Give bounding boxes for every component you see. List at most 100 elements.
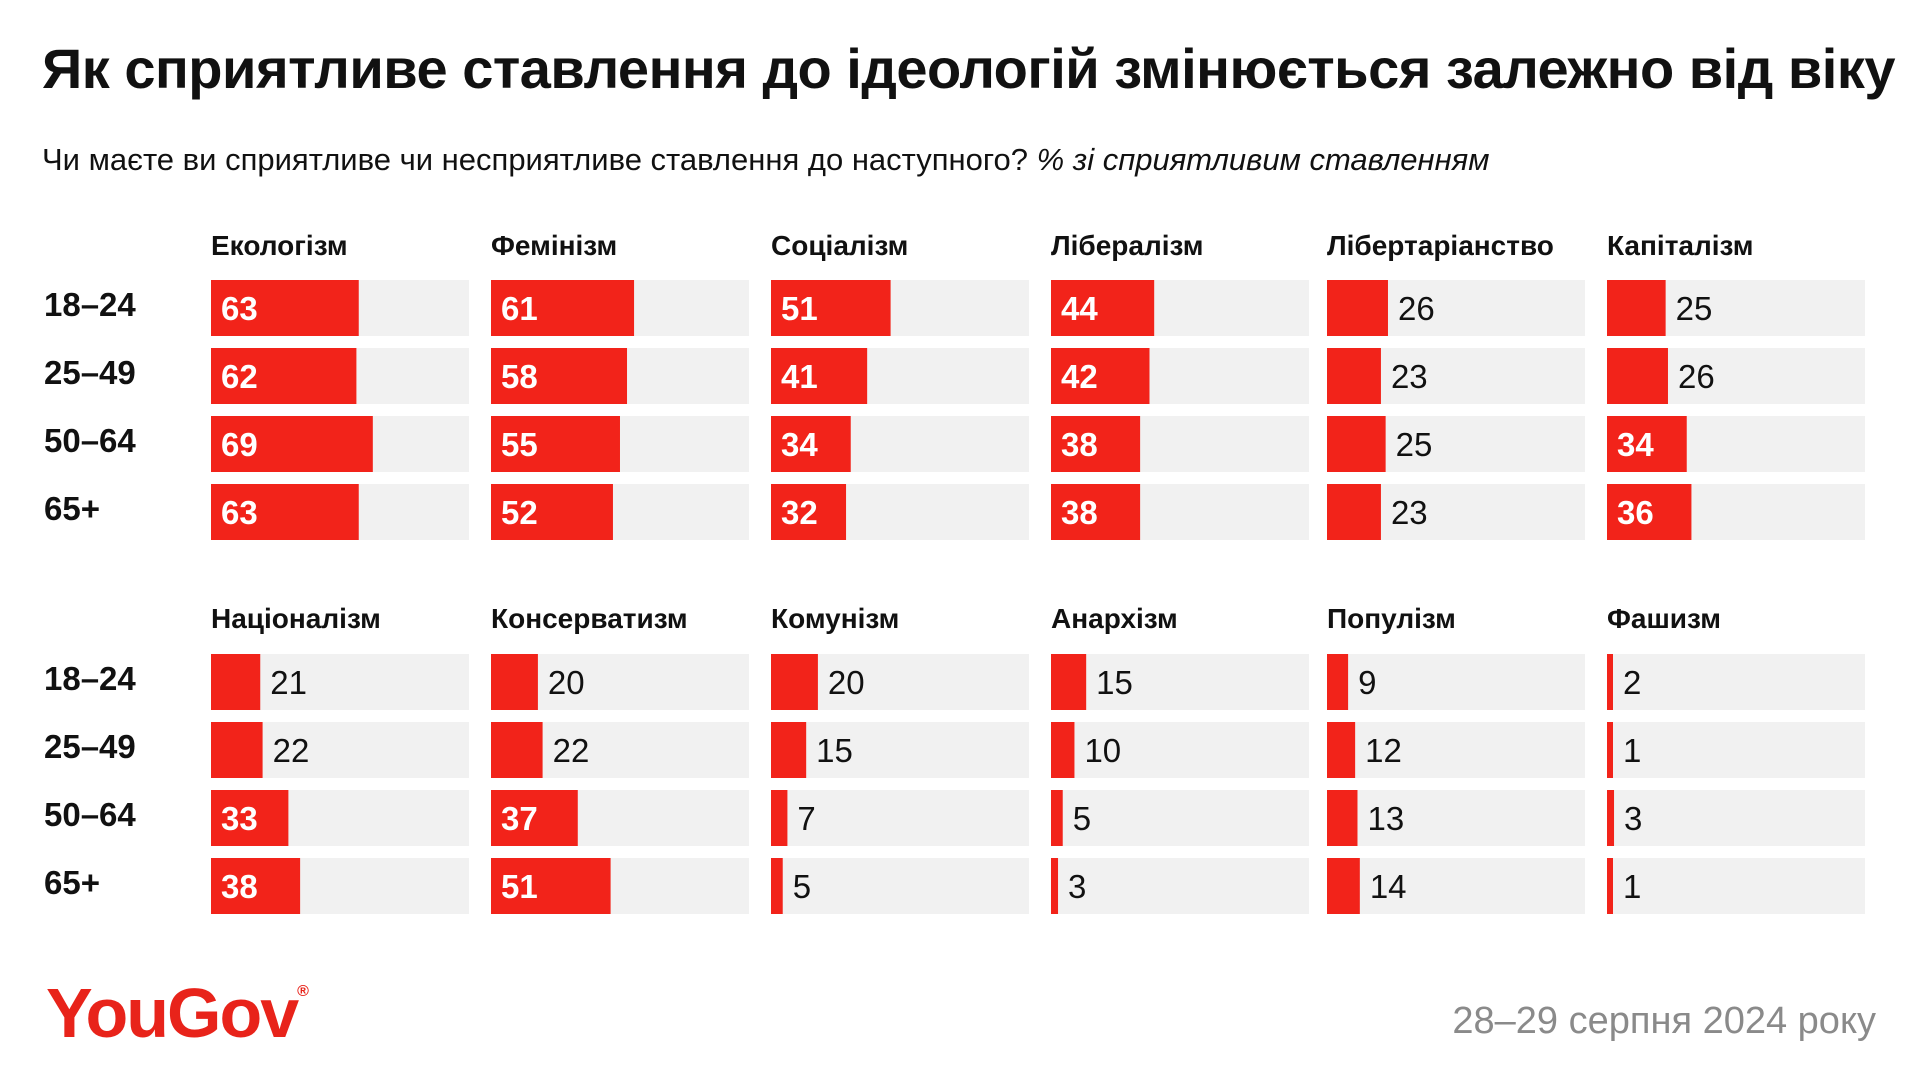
bar — [771, 654, 818, 710]
data-label: 38 — [1061, 426, 1098, 463]
panel-title: Лібералізм — [1051, 230, 1203, 261]
bar-track — [1327, 722, 1585, 778]
data-label: 32 — [781, 494, 818, 531]
data-label: 42 — [1061, 358, 1098, 395]
subtitle-question: Чи маєте ви сприятливе чи несприятливе с… — [42, 142, 1028, 177]
bar-track — [1051, 722, 1309, 778]
chart-title: Як сприятливе ставлення до ідеологій змі… — [42, 37, 1896, 100]
data-label: 41 — [781, 358, 818, 395]
panel-title: Популізм — [1327, 603, 1456, 634]
bar — [1051, 790, 1063, 846]
data-label: 34 — [781, 426, 818, 463]
bar-track — [1051, 858, 1309, 914]
bar-track — [1607, 858, 1865, 914]
bar-track — [1607, 722, 1865, 778]
data-label: 38 — [221, 868, 258, 905]
bar — [771, 416, 851, 472]
bar-track — [1327, 654, 1585, 710]
age-group-label: 18–24 — [44, 660, 136, 697]
data-label: 1 — [1623, 732, 1641, 769]
bar — [491, 280, 635, 336]
yougov-logo: YouGov® — [46, 978, 309, 1048]
bar — [1607, 858, 1613, 914]
data-label: 25 — [1676, 290, 1713, 327]
bar — [771, 790, 788, 846]
bar-track — [771, 858, 1029, 914]
bar — [491, 654, 538, 710]
bar — [1607, 484, 1692, 540]
bar — [1051, 722, 1075, 778]
panel-title: Комунізм — [771, 603, 899, 634]
data-label: 14 — [1370, 868, 1407, 905]
data-label: 62 — [221, 358, 258, 395]
bar — [1051, 484, 1141, 540]
data-label: 26 — [1678, 358, 1715, 395]
data-label: 10 — [1084, 732, 1121, 769]
data-label: 23 — [1391, 358, 1428, 395]
bar — [1051, 858, 1059, 914]
registered-mark: ® — [297, 983, 309, 1000]
bar — [1607, 654, 1613, 710]
panel-title: Соціалізм — [771, 230, 908, 261]
data-label: 21 — [270, 664, 307, 701]
data-label: 25 — [1396, 426, 1433, 463]
bar — [1327, 484, 1381, 540]
data-label: 12 — [1365, 732, 1402, 769]
bar — [211, 858, 301, 914]
data-label: 9 — [1358, 664, 1376, 701]
data-label: 61 — [501, 290, 538, 327]
panel-title: Націоналізм — [211, 603, 381, 634]
bar-track — [771, 790, 1029, 846]
bar — [1051, 654, 1087, 710]
data-label: 63 — [221, 494, 258, 531]
chart-subtitle: Чи маєте ви сприятливе чи несприятливе с… — [42, 142, 1489, 178]
data-label: 38 — [1061, 494, 1098, 531]
data-label: 51 — [781, 290, 818, 327]
bar-track — [1051, 790, 1309, 846]
data-label: 1 — [1623, 868, 1641, 905]
data-label: 5 — [793, 868, 811, 905]
data-label: 13 — [1367, 800, 1404, 837]
bar — [771, 348, 868, 404]
bar — [211, 280, 359, 336]
survey-date: 28–29 серпня 2024 року — [1452, 1000, 1876, 1042]
panel-title: Лібертаріанство — [1327, 230, 1554, 261]
bar — [1607, 348, 1668, 404]
bar — [1607, 416, 1687, 472]
bar — [211, 416, 373, 472]
data-label: 20 — [828, 664, 865, 701]
bar — [771, 722, 807, 778]
panel-title: Фашизм — [1607, 603, 1721, 634]
bar — [211, 484, 359, 540]
bar — [1327, 722, 1356, 778]
bar — [1327, 790, 1358, 846]
bar-track — [1607, 790, 1865, 846]
bar-track — [1327, 858, 1585, 914]
data-label: 69 — [221, 426, 258, 463]
bar — [771, 280, 891, 336]
bar — [491, 348, 628, 404]
data-label: 3 — [1068, 868, 1086, 905]
bar — [1327, 858, 1360, 914]
bar — [491, 858, 611, 914]
bar — [211, 348, 357, 404]
data-label: 15 — [1096, 664, 1133, 701]
bar — [1607, 280, 1666, 336]
age-group-label: 65+ — [44, 490, 100, 527]
bar — [1051, 348, 1150, 404]
bar — [491, 790, 578, 846]
data-label: 22 — [273, 732, 310, 769]
subtitle-measure: % зі сприятливим ставленням — [1036, 142, 1490, 177]
age-group-label: 25–49 — [44, 728, 136, 765]
bar — [1327, 348, 1381, 404]
age-group-label: 25–49 — [44, 354, 136, 391]
data-label: 51 — [501, 868, 538, 905]
panel-title: Екологізм — [211, 230, 348, 261]
bar — [1327, 280, 1388, 336]
data-label: 7 — [797, 800, 815, 837]
data-label: 36 — [1617, 494, 1654, 531]
data-label: 52 — [501, 494, 538, 531]
data-label: 20 — [548, 664, 585, 701]
